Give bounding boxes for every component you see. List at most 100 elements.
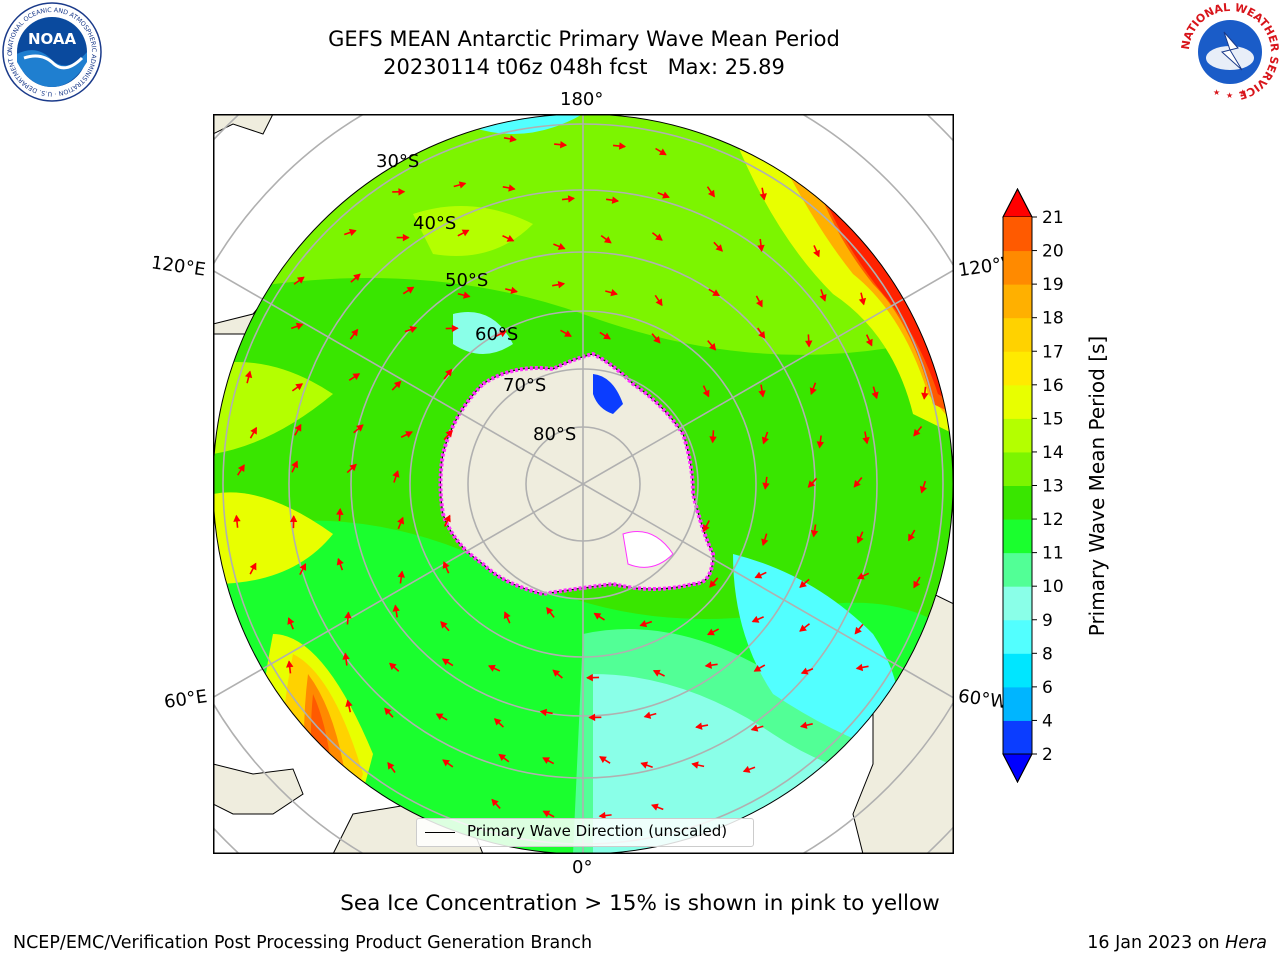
wave-arrow-head bbox=[392, 470, 400, 478]
lat-label-30s: 30°S bbox=[376, 151, 420, 172]
wave-arrow-head bbox=[611, 196, 620, 204]
wave-arrow-head bbox=[498, 753, 507, 761]
wave-arrow-head bbox=[291, 460, 299, 469]
wave-arrow-head bbox=[652, 669, 661, 677]
colorbar-band bbox=[1003, 519, 1032, 554]
wave-arrow-head bbox=[855, 663, 864, 672]
wave-arrow-head bbox=[712, 289, 720, 297]
wave-arrow-head bbox=[397, 570, 405, 578]
wave-arrow-head bbox=[856, 572, 865, 580]
colorbar-tick-label: 9 bbox=[1042, 611, 1053, 631]
wave-arrow-head bbox=[296, 276, 305, 284]
wave-arrow-head bbox=[756, 299, 763, 308]
colorbar-band bbox=[1003, 619, 1032, 654]
wave-arrow-head bbox=[816, 441, 825, 449]
colorbar-over-extension bbox=[1002, 187, 1033, 218]
wave-arrow-head bbox=[709, 436, 717, 444]
colorbar-label: Primary Wave Mean Period [s] bbox=[1085, 335, 1109, 637]
wave-arrow-head bbox=[552, 669, 561, 677]
colorbar-under-extension bbox=[1002, 753, 1033, 784]
colorbar-ticks: 2 4 6 8 9 10 11 12 13 14 15 16 17 18 19 20 21 bbox=[1032, 208, 1064, 765]
colorbar-tick-label: 10 bbox=[1042, 577, 1064, 597]
wave-arrow-head bbox=[603, 236, 612, 244]
wave-arrow-head bbox=[458, 181, 467, 189]
lon-label-180: 180° bbox=[560, 89, 604, 110]
wave-arrow-head bbox=[643, 711, 652, 719]
wave-arrow-head bbox=[655, 298, 663, 307]
wave-arrow-head bbox=[761, 538, 769, 547]
wave-arrow-head bbox=[397, 516, 405, 525]
wave-arrow-head bbox=[406, 286, 415, 294]
wave-arrow-head bbox=[799, 721, 808, 729]
wave-arrow-head bbox=[709, 580, 717, 588]
svg-text:★: ★ bbox=[1226, 91, 1233, 100]
wave-arrow-head bbox=[809, 387, 817, 395]
wave-arrow-head bbox=[586, 673, 593, 682]
wave-arrow-head bbox=[858, 297, 867, 306]
colorbar-tick-label: 19 bbox=[1042, 275, 1064, 295]
wave-arrow-head bbox=[441, 658, 450, 666]
wave-arrow-head bbox=[703, 524, 710, 533]
lat-label-70s: 70°S bbox=[503, 375, 547, 396]
wave-arrow-head bbox=[542, 810, 551, 818]
wave-arrow-head bbox=[819, 294, 827, 302]
wave-arrow-head bbox=[862, 436, 870, 445]
wave-arrow-head bbox=[854, 626, 862, 635]
wave-arrow-head bbox=[493, 718, 502, 726]
wave-arrow-head bbox=[445, 429, 453, 438]
wave-direction-arrows bbox=[233, 135, 929, 820]
wave-arrow-head bbox=[702, 389, 710, 398]
footer-date: 16 Jan 2023 on Hera bbox=[1087, 933, 1267, 953]
colorbar-band bbox=[1003, 351, 1032, 386]
wave-arrow-head bbox=[800, 667, 809, 675]
wave-arrow-head bbox=[491, 798, 499, 807]
title-line-1: GEFS MEAN Antarctic Primary Wave Mean Pe… bbox=[328, 27, 840, 51]
wave-arrow-head bbox=[742, 765, 751, 773]
wave-arrow-head bbox=[546, 606, 554, 615]
wave-arrow-head bbox=[653, 336, 661, 344]
wave-arrow-head bbox=[557, 242, 566, 250]
wave-arrow-head bbox=[443, 514, 451, 523]
wave-arrow-head bbox=[461, 229, 470, 237]
noaa-logo: NATIONAL OCEANIC AND ATMOSPHERIC ADMINIS… bbox=[2, 2, 102, 102]
wave-arrow-head bbox=[610, 289, 618, 297]
wave-arrow-head bbox=[286, 660, 294, 668]
wave-arrow-head bbox=[715, 244, 723, 252]
colorbar-band bbox=[1003, 552, 1032, 587]
wave-arrow-head bbox=[499, 330, 507, 338]
wave-arrow-head bbox=[640, 761, 649, 769]
wave-arrow-head bbox=[294, 423, 302, 432]
wave-arrow-head bbox=[567, 195, 576, 203]
wave-arrow-head bbox=[451, 324, 459, 333]
colorbar-band bbox=[1003, 451, 1032, 486]
wave-arrow-head bbox=[704, 661, 712, 669]
wave-arrow-head bbox=[754, 571, 763, 579]
lat-label-50s: 50°S bbox=[445, 270, 489, 291]
wave-arrow-head bbox=[757, 244, 765, 252]
wave-arrow-head bbox=[807, 480, 816, 488]
wave-arrow-head bbox=[708, 343, 717, 351]
wave-arrow-head bbox=[542, 757, 550, 764]
wave-arrow-head bbox=[799, 580, 807, 588]
wave-arrow-head bbox=[758, 330, 766, 339]
wave-arrow-head bbox=[435, 713, 444, 721]
wave-arrow-head bbox=[707, 628, 715, 636]
wave-arrow-head bbox=[389, 662, 397, 670]
wave-arrow-head bbox=[691, 761, 699, 769]
colorbar-band bbox=[1003, 720, 1032, 755]
lat-label-40s: 40°S bbox=[413, 213, 457, 234]
wave-arrow-head bbox=[336, 557, 344, 566]
colorbar-tick-label: 18 bbox=[1042, 309, 1064, 329]
colorbar-band bbox=[1003, 686, 1032, 721]
wave-arrow-head bbox=[856, 535, 864, 544]
wave-arrow-head bbox=[651, 803, 659, 811]
wave-arrow-head bbox=[559, 140, 568, 149]
wave-arrow-head bbox=[405, 431, 413, 438]
colorbar-tick-label: 13 bbox=[1042, 477, 1064, 497]
wave-arrow-head bbox=[753, 664, 762, 672]
colorbar-band bbox=[1003, 384, 1032, 419]
colorbar-band bbox=[1003, 317, 1032, 352]
svg-text:★: ★ bbox=[1239, 88, 1246, 97]
wave-arrow-head bbox=[603, 332, 611, 340]
lat-label-80s: 80°S bbox=[533, 424, 577, 445]
